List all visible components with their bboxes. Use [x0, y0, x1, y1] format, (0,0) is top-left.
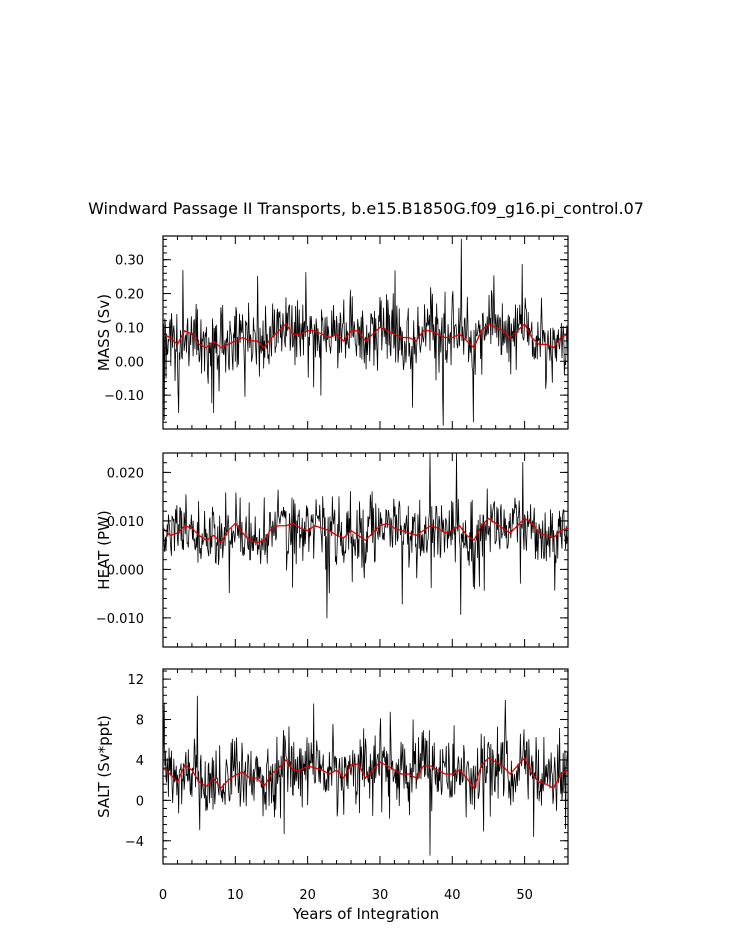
- panel-1: −0.10 0.00 0.10 0.20 0.30 MASS (Sv): [95, 235, 569, 430]
- y-tick-label: 0.000: [107, 563, 144, 578]
- panels: −0.10 0.00 0.10 0.20 0.30 MASS (Sv) −0.010 0.00…: [95, 235, 569, 903]
- y-axis-label: MASS (Sv): [95, 294, 113, 371]
- x-tick-label: 40: [444, 888, 461, 903]
- y-tick-label: 0.30: [115, 254, 144, 269]
- y-tick-label: 0.010: [107, 515, 144, 530]
- panel-3: −4 0 4 8 12 SALT (Sv*ppt) 0 10 20 30 40 50: [95, 668, 569, 903]
- monthly-series-line: [163, 453, 568, 619]
- y-axis-label: HEAT (PW): [95, 510, 113, 589]
- smoothed-series-line: [163, 322, 568, 349]
- monthly-series-line: [163, 695, 568, 856]
- y-tick-label: 0.020: [107, 466, 144, 481]
- panel-2: −0.010 0.000 0.010 0.020 HEAT (PW): [95, 452, 569, 648]
- monthly-series-line: [163, 238, 568, 426]
- y-tick-label: 0.10: [115, 321, 144, 336]
- y-tick-label: 8: [136, 714, 144, 729]
- y-tick-label: 0: [136, 794, 144, 809]
- y-tick-label: 4: [136, 754, 144, 769]
- figure-title: Windward Passage II Transports, b.e15.B1…: [88, 199, 644, 219]
- y-tick-label: 0.20: [115, 288, 144, 303]
- x-tick-label: 30: [372, 888, 389, 903]
- smoothed-series-line: [163, 756, 568, 790]
- y-tick-label: −0.10: [104, 389, 144, 404]
- y-tick-label: 12: [127, 673, 144, 688]
- y-axis-label: SALT (Sv*ppt): [95, 715, 113, 818]
- x-tick-label: 50: [516, 888, 533, 903]
- smoothed-series-line: [163, 517, 568, 544]
- x-tick-label: 20: [299, 888, 316, 903]
- y-tick-label: −4: [125, 835, 144, 850]
- x-tick-label: 0: [159, 888, 167, 903]
- x-axis-label: Years of Integration: [292, 905, 439, 923]
- y-tick-label: 0.00: [115, 355, 144, 370]
- x-tick-label: 10: [227, 888, 244, 903]
- y-tick-label: −0.010: [96, 612, 144, 627]
